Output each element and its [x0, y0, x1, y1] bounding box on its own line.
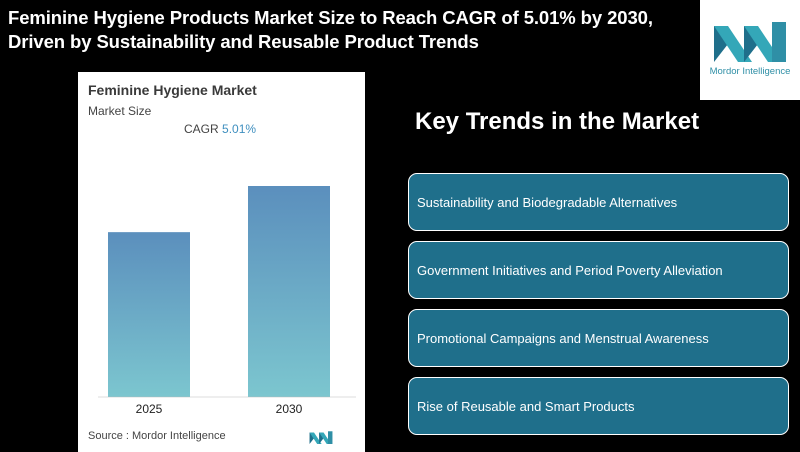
bar-2030: [248, 186, 330, 397]
trend-box-4: Rise of Reusable and Smart Products: [408, 377, 789, 435]
trends-heading: Key Trends in the Market: [415, 108, 700, 135]
trend-label: Rise of Reusable and Smart Products: [417, 398, 635, 414]
trend-box-2: Government Initiatives and Period Povert…: [408, 241, 789, 299]
mordor-mini-logo-icon: [309, 431, 333, 444]
bar-chart: 2025 2030: [98, 186, 356, 416]
cagr-annotation: CAGR 5.01%: [184, 122, 256, 136]
mordor-logo-icon: [714, 22, 786, 62]
trend-box-3: Promotional Campaigns and Menstrual Awar…: [408, 309, 789, 367]
cagr-label: CAGR: [184, 122, 219, 136]
trend-label: Promotional Campaigns and Menstrual Awar…: [417, 330, 709, 346]
source-note: Source : Mordor Intelligence: [88, 430, 226, 442]
x-tick-label: 2030: [276, 402, 303, 416]
trend-box-1: Sustainability and Biodegradable Alterna…: [408, 173, 789, 231]
x-tick-label: 2025: [136, 402, 163, 416]
chart-card: 2025 2030 Feminine Hygiene Market Market …: [78, 72, 365, 452]
cagr-value: 5.01%: [222, 122, 257, 136]
mordor-intelligence-logo: Mordor Intelligence: [700, 0, 800, 100]
logo-text: Mordor Intelligence: [709, 66, 791, 77]
chart-title: Feminine Hygiene Market: [88, 82, 257, 98]
trend-label: Sustainability and Biodegradable Alterna…: [417, 194, 678, 210]
chart-subtitle: Market Size: [88, 104, 152, 118]
bar-2025: [108, 232, 190, 397]
trend-label: Government Initiatives and Period Povert…: [417, 262, 723, 278]
headline: Feminine Hygiene Products Market Size to…: [8, 7, 653, 52]
